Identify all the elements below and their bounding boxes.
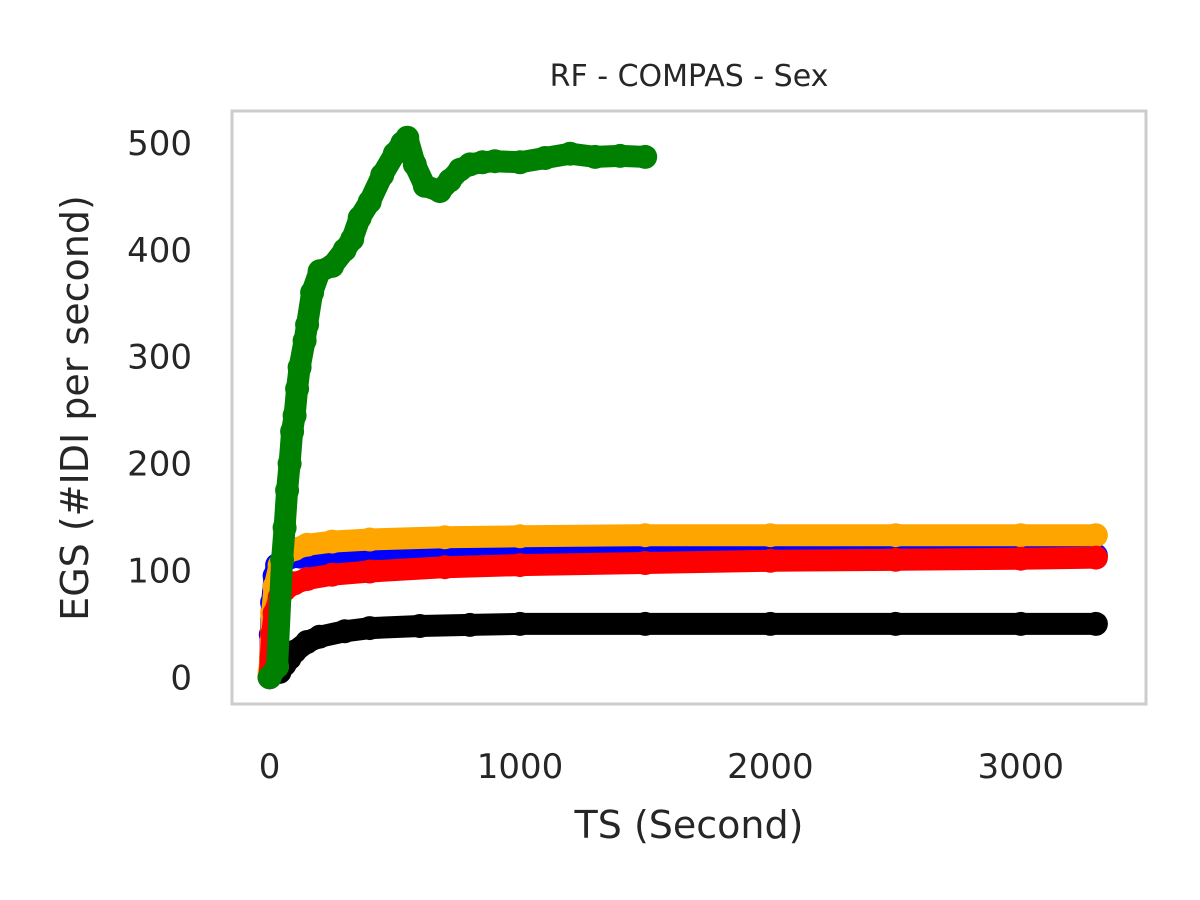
y-tick-label: 0 bbox=[170, 658, 192, 698]
data-point bbox=[558, 141, 583, 166]
data-point bbox=[402, 152, 427, 177]
data-point bbox=[340, 227, 365, 252]
y-tick-label: 500 bbox=[127, 124, 192, 164]
data-point bbox=[482, 149, 507, 174]
data-point bbox=[357, 616, 382, 641]
y-tick-label: 100 bbox=[127, 551, 192, 591]
series-3 bbox=[267, 611, 1108, 684]
data-point bbox=[583, 144, 608, 169]
data-point bbox=[758, 611, 783, 636]
data-point bbox=[758, 548, 783, 573]
data-point bbox=[883, 611, 908, 636]
data-point bbox=[883, 547, 908, 572]
series-4 bbox=[257, 125, 658, 690]
data-point bbox=[295, 312, 320, 337]
data-point bbox=[272, 515, 297, 540]
y-tick-label: 300 bbox=[127, 338, 192, 378]
data-point bbox=[357, 189, 382, 214]
data-point bbox=[608, 143, 633, 168]
data-point bbox=[758, 523, 783, 548]
data-point bbox=[1008, 611, 1033, 636]
data-point bbox=[432, 525, 457, 550]
data-point bbox=[287, 355, 312, 380]
y-axis-label: EGS (#IDI per second) bbox=[53, 195, 97, 621]
x-tick-label: 1000 bbox=[477, 747, 564, 787]
x-axis-label: TS (Second) bbox=[574, 803, 804, 847]
data-point bbox=[1008, 546, 1033, 571]
data-point bbox=[508, 524, 532, 549]
y-tick-label: 400 bbox=[127, 231, 192, 271]
data-point bbox=[295, 532, 320, 557]
data-point bbox=[407, 614, 432, 638]
data-point bbox=[332, 619, 357, 644]
data-point bbox=[508, 150, 532, 175]
data-point bbox=[300, 280, 325, 305]
data-point bbox=[633, 611, 658, 636]
data-point bbox=[320, 562, 345, 587]
plot-area bbox=[230, 109, 1148, 706]
chart-title: RF - COMPAS - Sex bbox=[550, 59, 829, 94]
x-tick-label: 2000 bbox=[727, 747, 814, 787]
data-point bbox=[508, 553, 532, 578]
data-point bbox=[357, 527, 382, 552]
data-point bbox=[508, 611, 532, 636]
data-point bbox=[370, 163, 395, 188]
x-tick-label: 0 bbox=[259, 747, 281, 787]
data-point bbox=[275, 478, 300, 503]
x-tick-labels: 0 1000 2000 3000 bbox=[259, 747, 1064, 787]
data-point bbox=[357, 559, 382, 584]
data-point bbox=[533, 146, 557, 170]
data-point bbox=[265, 654, 290, 679]
data-point bbox=[395, 125, 420, 150]
data-point bbox=[1083, 611, 1108, 636]
data-point bbox=[1083, 545, 1108, 570]
series-layer bbox=[257, 125, 1108, 690]
data-point bbox=[295, 567, 320, 591]
data-point bbox=[633, 551, 658, 575]
data-point bbox=[285, 376, 310, 401]
data-point bbox=[277, 451, 302, 476]
data-point bbox=[457, 612, 482, 637]
data-point bbox=[320, 529, 345, 554]
data-point bbox=[1083, 523, 1108, 548]
data-point bbox=[633, 144, 658, 169]
data-point bbox=[270, 547, 295, 572]
data-point bbox=[883, 523, 908, 548]
y-tick-labels: 0 100 200 300 400 500 bbox=[127, 124, 192, 698]
data-point bbox=[633, 523, 658, 548]
data-point bbox=[282, 403, 307, 428]
data-point bbox=[432, 555, 457, 580]
data-point bbox=[307, 624, 332, 649]
data-point bbox=[1008, 523, 1033, 548]
y-tick-label: 200 bbox=[127, 445, 192, 485]
x-tick-label: 3000 bbox=[978, 747, 1065, 787]
